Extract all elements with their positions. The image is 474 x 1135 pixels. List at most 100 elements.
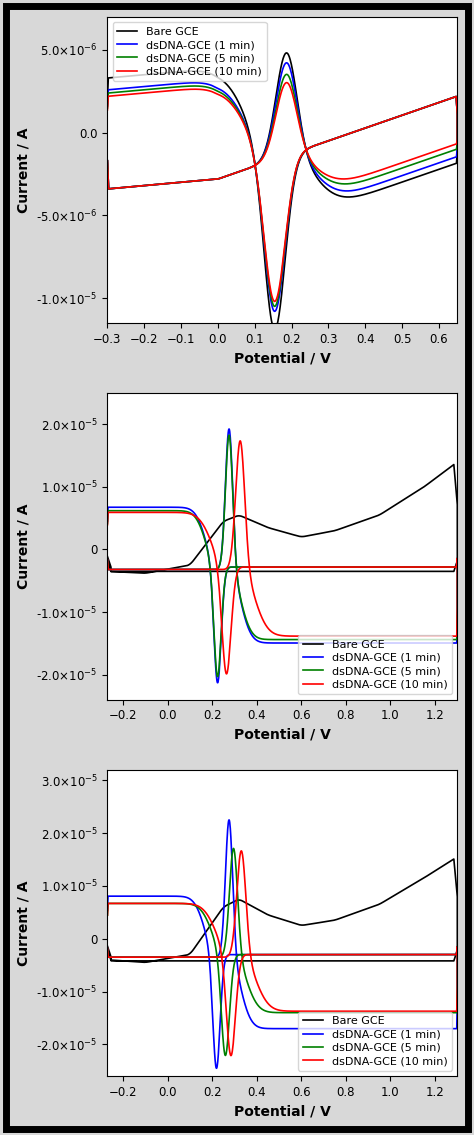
Bare GCE [141, 956, 146, 969]
dsDNA-GCE (10 min) [105, 941, 110, 955]
dsDNA-GCE (1 min) [201, 563, 207, 577]
Bare GCE [105, 943, 110, 957]
Line: dsDNA-GCE (1 min): dsDNA-GCE (1 min) [108, 819, 457, 1068]
dsDNA-GCE (1 min) [272, 304, 277, 318]
dsDNA-GCE (10 min) [182, 175, 187, 188]
Legend: Bare GCE, dsDNA-GCE (1 min), dsDNA-GCE (5 min), dsDNA-GCE (10 min): Bare GCE, dsDNA-GCE (1 min), dsDNA-GCE (… [113, 23, 266, 81]
dsDNA-GCE (10 min) [105, 154, 110, 168]
dsDNA-GCE (10 min) [238, 844, 244, 858]
Bare GCE [159, 563, 164, 577]
Bare GCE [140, 566, 146, 580]
dsDNA-GCE (10 min) [105, 518, 110, 531]
dsDNA-GCE (10 min) [105, 103, 110, 117]
Bare GCE [211, 564, 217, 578]
dsDNA-GCE (5 min) [182, 563, 187, 577]
dsDNA-GCE (5 min) [105, 101, 110, 115]
dsDNA-GCE (10 min) [182, 563, 187, 577]
Y-axis label: Current / A: Current / A [17, 880, 31, 966]
Line: dsDNA-GCE (5 min): dsDNA-GCE (5 min) [108, 848, 457, 1056]
Bare GCE [124, 955, 129, 968]
dsDNA-GCE (10 min) [228, 1049, 234, 1062]
Y-axis label: Current / A: Current / A [17, 127, 31, 212]
dsDNA-GCE (5 min) [423, 1006, 428, 1019]
dsDNA-GCE (5 min) [124, 563, 129, 577]
dsDNA-GCE (5 min) [105, 553, 110, 566]
Bare GCE [182, 949, 187, 962]
dsDNA-GCE (1 min) [124, 950, 129, 964]
Bare GCE [423, 479, 428, 493]
dsDNA-GCE (10 min) [423, 148, 428, 161]
Line: dsDNA-GCE (1 min): dsDNA-GCE (1 min) [108, 62, 457, 311]
Bare GCE [211, 68, 217, 82]
dsDNA-GCE (5 min) [201, 563, 207, 577]
dsDNA-GCE (10 min) [211, 545, 217, 558]
Bare GCE [211, 955, 217, 968]
Bare GCE [105, 940, 110, 953]
dsDNA-GCE (1 min) [201, 950, 207, 964]
dsDNA-GCE (5 min) [159, 950, 164, 964]
dsDNA-GCE (5 min) [272, 300, 277, 313]
dsDNA-GCE (5 min) [159, 177, 164, 191]
dsDNA-GCE (10 min) [105, 553, 110, 566]
dsDNA-GCE (5 min) [124, 180, 129, 194]
dsDNA-GCE (10 min) [224, 667, 229, 681]
dsDNA-GCE (1 min) [182, 950, 187, 964]
dsDNA-GCE (1 min) [423, 161, 428, 175]
Line: dsDNA-GCE (10 min): dsDNA-GCE (10 min) [108, 83, 457, 302]
dsDNA-GCE (10 min) [105, 908, 110, 922]
dsDNA-GCE (5 min) [105, 516, 110, 530]
dsDNA-GCE (10 min) [201, 563, 207, 577]
dsDNA-GCE (5 min) [201, 950, 207, 964]
dsDNA-GCE (10 min) [211, 920, 217, 934]
dsDNA-GCE (1 min) [159, 950, 164, 964]
dsDNA-GCE (5 min) [159, 563, 164, 577]
dsDNA-GCE (10 min) [423, 629, 428, 642]
dsDNA-GCE (5 min) [124, 950, 129, 964]
dsDNA-GCE (1 min) [182, 175, 187, 188]
Bare GCE [201, 540, 207, 554]
dsDNA-GCE (5 min) [231, 841, 237, 855]
dsDNA-GCE (10 min) [159, 177, 164, 191]
dsDNA-GCE (1 min) [214, 1061, 219, 1075]
Line: dsDNA-GCE (10 min): dsDNA-GCE (10 min) [108, 440, 457, 674]
dsDNA-GCE (10 min) [159, 950, 164, 964]
Line: dsDNA-GCE (5 min): dsDNA-GCE (5 min) [108, 435, 457, 676]
X-axis label: Potential / V: Potential / V [234, 1104, 331, 1118]
Line: Bare GCE: Bare GCE [108, 464, 457, 573]
Bare GCE [182, 560, 187, 573]
dsDNA-GCE (10 min) [284, 76, 290, 90]
dsDNA-GCE (5 min) [222, 1049, 228, 1062]
dsDNA-GCE (1 min) [211, 1035, 217, 1049]
dsDNA-GCE (10 min) [124, 563, 129, 577]
dsDNA-GCE (1 min) [105, 553, 110, 566]
dsDNA-GCE (1 min) [105, 941, 110, 955]
dsDNA-GCE (10 min) [201, 950, 207, 964]
X-axis label: Potential / V: Potential / V [234, 728, 331, 742]
Line: dsDNA-GCE (5 min): dsDNA-GCE (5 min) [108, 75, 457, 306]
dsDNA-GCE (5 min) [201, 174, 207, 187]
dsDNA-GCE (1 min) [423, 1022, 428, 1035]
dsDNA-GCE (1 min) [105, 514, 110, 528]
dsDNA-GCE (1 min) [159, 563, 164, 577]
dsDNA-GCE (5 min) [211, 623, 217, 637]
Bare GCE [105, 92, 110, 106]
dsDNA-GCE (1 min) [226, 813, 232, 826]
Legend: Bare GCE, dsDNA-GCE (1 min), dsDNA-GCE (5 min), dsDNA-GCE (10 min): Bare GCE, dsDNA-GCE (1 min), dsDNA-GCE (… [298, 636, 452, 693]
dsDNA-GCE (1 min) [182, 563, 187, 577]
dsDNA-GCE (5 min) [215, 670, 220, 683]
dsDNA-GCE (1 min) [105, 154, 110, 168]
dsDNA-GCE (5 min) [105, 941, 110, 955]
Line: dsDNA-GCE (10 min): dsDNA-GCE (10 min) [108, 851, 457, 1056]
dsDNA-GCE (5 min) [423, 632, 428, 646]
Bare GCE [423, 871, 428, 884]
dsDNA-GCE (5 min) [211, 933, 217, 947]
dsDNA-GCE (1 min) [124, 180, 129, 194]
Bare GCE [201, 174, 207, 187]
Bare GCE [451, 852, 456, 866]
dsDNA-GCE (10 min) [201, 174, 207, 187]
Bare GCE [272, 322, 277, 336]
Bare GCE [423, 167, 428, 180]
dsDNA-GCE (1 min) [105, 99, 110, 112]
Y-axis label: Current / A: Current / A [17, 504, 31, 589]
dsDNA-GCE (5 min) [105, 154, 110, 168]
